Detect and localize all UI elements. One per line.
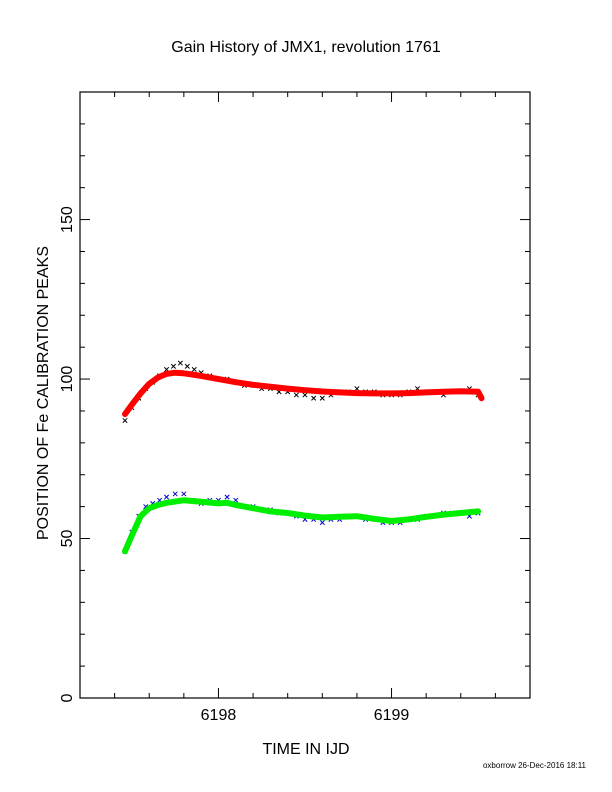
y-axis-label: POSITION OF Fe CALIBRATION PEAKS	[35, 246, 52, 540]
chart-title: Gain History of JMX1, revolution 1761	[171, 39, 441, 56]
y-tick-label: 0	[59, 693, 76, 702]
plot-frame	[79, 91, 531, 699]
x-tick-label: 6199	[374, 707, 410, 724]
data-point	[172, 491, 178, 497]
data-point	[319, 395, 325, 401]
y-tick-label: 150	[59, 206, 76, 233]
y-tick-label: 50	[59, 530, 76, 548]
footer-timestamp: oxborrow 26-Dec-2016 18:11	[483, 761, 587, 770]
tick-labels: 0 50 100 150 6198 6199	[59, 206, 409, 724]
series-line-3	[122, 497, 482, 555]
data-point	[224, 494, 230, 500]
data-point	[170, 363, 177, 369]
data-point	[302, 392, 308, 398]
data-point	[184, 363, 190, 369]
x-axis-label: TIME IN IJD	[262, 741, 349, 758]
data-point	[122, 417, 128, 424]
axis-ticks	[80, 91, 531, 699]
data-point	[191, 366, 197, 373]
x-tick-label: 6198	[201, 707, 237, 724]
data-point	[163, 494, 170, 500]
y-tick-label: 100	[59, 366, 76, 393]
series-line-1	[122, 369, 485, 418]
data-point	[311, 395, 317, 401]
data-point	[177, 360, 183, 366]
data-point	[319, 520, 325, 526]
data-point	[181, 491, 187, 497]
data-point	[293, 392, 299, 398]
data-marks	[122, 360, 485, 555]
